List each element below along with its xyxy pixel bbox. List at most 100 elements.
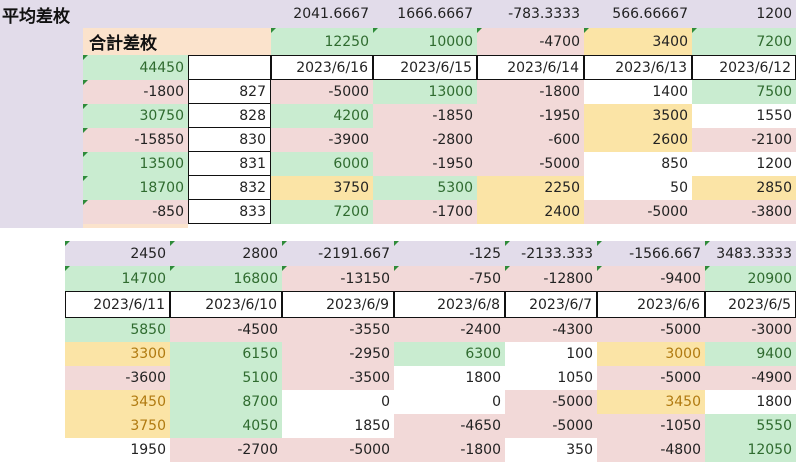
value-cell[interactable]: -1800 [394, 438, 505, 462]
total-cell[interactable]: 7200 [692, 28, 796, 55]
value-cell[interactable]: 4050 [170, 414, 282, 438]
date-header[interactable]: 2023/6/16 [271, 55, 373, 80]
value-cell[interactable]: 2250 [477, 176, 584, 200]
value-cell[interactable]: -1700 [373, 200, 477, 224]
avg-cell[interactable]: -783.3333 [477, 0, 584, 28]
row-sum-cell[interactable]: -1800 [83, 80, 188, 104]
value-cell[interactable]: 9400 [705, 342, 796, 366]
value-cell[interactable]: 1950 [65, 438, 170, 462]
date-header[interactable]: 2023/6/12 [692, 55, 796, 80]
value-cell[interactable]: 1050 [505, 366, 597, 390]
value-cell[interactable]: -2700 [170, 438, 282, 462]
value-cell[interactable]: 3750 [271, 176, 373, 200]
date-header[interactable]: 2023/6/6 [597, 291, 705, 318]
value-cell[interactable]: -3550 [282, 318, 394, 342]
avg-cell[interactable]: 2041.6667 [271, 0, 373, 28]
value-cell[interactable]: 1200 [692, 152, 796, 176]
value-cell[interactable]: 850 [584, 152, 692, 176]
date-header[interactable]: 2023/6/15 [373, 55, 477, 80]
value-cell[interactable]: -5000 [597, 366, 705, 390]
value-cell[interactable]: 3500 [584, 104, 692, 128]
value-cell[interactable]: -2400 [394, 318, 505, 342]
avg-cell[interactable]: -1566.667 [597, 241, 705, 266]
avg-cell[interactable]: 566.66667 [584, 0, 692, 28]
value-cell[interactable]: -5000 [597, 318, 705, 342]
value-cell[interactable]: -1050 [597, 414, 705, 438]
total-cell[interactable]: -4700 [477, 28, 584, 55]
value-cell[interactable]: 0 [394, 390, 505, 414]
machine-number[interactable]: 832 [188, 176, 271, 200]
total-cell[interactable]: -9400 [597, 266, 705, 291]
value-cell[interactable]: 7500 [692, 80, 796, 104]
value-cell[interactable]: -3600 [65, 366, 170, 390]
value-cell[interactable]: 3450 [65, 390, 170, 414]
value-cell[interactable]: 350 [505, 438, 597, 462]
row-sum-cell[interactable]: -15850 [83, 128, 188, 152]
total-cell[interactable]: -13150 [282, 266, 394, 291]
value-cell[interactable]: -5000 [477, 152, 584, 176]
value-cell[interactable]: 6300 [394, 342, 505, 366]
value-cell[interactable]: -1800 [477, 80, 584, 104]
value-cell[interactable]: 13000 [373, 80, 477, 104]
avg-cell[interactable]: 2800 [170, 241, 282, 266]
row-sum-cell[interactable]: -850 [83, 200, 188, 224]
value-cell[interactable]: 5550 [705, 414, 796, 438]
value-cell[interactable]: 2600 [584, 128, 692, 152]
avg-cell[interactable]: 1200 [692, 0, 796, 28]
value-cell[interactable]: 2400 [477, 200, 584, 224]
value-cell[interactable]: 3000 [597, 342, 705, 366]
row-sum-cell[interactable]: 13500 [83, 152, 188, 176]
value-cell[interactable]: -4650 [394, 414, 505, 438]
avg-cell[interactable]: -2191.667 [282, 241, 394, 266]
value-cell[interactable]: 1800 [394, 366, 505, 390]
row-sum-cell[interactable]: 18700 [83, 176, 188, 200]
machine-number[interactable]: 831 [188, 152, 271, 176]
total-cell[interactable]: -750 [394, 266, 505, 291]
avg-cell[interactable]: 1666.6667 [373, 0, 477, 28]
value-cell[interactable]: 3450 [597, 390, 705, 414]
date-header[interactable]: 2023/6/5 [705, 291, 796, 318]
total-cell[interactable]: 12250 [271, 28, 373, 55]
value-cell[interactable]: 1400 [584, 80, 692, 104]
avg-cell[interactable]: 3483.3333 [705, 241, 796, 266]
value-cell[interactable]: -4900 [705, 366, 796, 390]
value-cell[interactable]: -4300 [505, 318, 597, 342]
value-cell[interactable]: -1850 [373, 104, 477, 128]
value-cell[interactable]: 4200 [271, 104, 373, 128]
value-cell[interactable]: -3000 [705, 318, 796, 342]
value-cell[interactable]: -1950 [373, 152, 477, 176]
value-cell[interactable]: 5300 [373, 176, 477, 200]
total-cell[interactable]: 14700 [65, 266, 170, 291]
value-cell[interactable]: -2950 [282, 342, 394, 366]
date-header[interactable]: 2023/6/14 [477, 55, 584, 80]
machine-number[interactable]: 828 [188, 104, 271, 128]
value-cell[interactable]: 2850 [692, 176, 796, 200]
value-cell[interactable]: 8700 [170, 390, 282, 414]
value-cell[interactable]: 12050 [705, 438, 796, 462]
value-cell[interactable]: -5000 [271, 80, 373, 104]
machine-number[interactable]: 830 [188, 128, 271, 152]
value-cell[interactable]: 3750 [65, 414, 170, 438]
date-header[interactable]: 2023/6/13 [584, 55, 692, 80]
avg-cell[interactable]: 2450 [65, 241, 170, 266]
row-sum-cell[interactable]: 30750 [83, 104, 188, 128]
date-header[interactable]: 2023/6/10 [170, 291, 282, 318]
value-cell[interactable]: -3800 [692, 200, 796, 224]
value-cell[interactable]: 6000 [271, 152, 373, 176]
total-cell[interactable]: 20900 [705, 266, 796, 291]
value-cell[interactable]: 5850 [65, 318, 170, 342]
value-cell[interactable]: -5000 [584, 200, 692, 224]
value-cell[interactable]: -3900 [271, 128, 373, 152]
value-cell[interactable]: -5000 [282, 438, 394, 462]
value-cell[interactable]: 7200 [271, 200, 373, 224]
avg-cell[interactable]: -2133.333 [505, 241, 597, 266]
machine-number[interactable]: 833 [188, 200, 271, 224]
value-cell[interactable]: -3500 [282, 366, 394, 390]
value-cell[interactable]: -2800 [373, 128, 477, 152]
value-cell[interactable]: 1850 [282, 414, 394, 438]
value-cell[interactable]: -1950 [477, 104, 584, 128]
value-cell[interactable]: 5100 [170, 366, 282, 390]
value-cell[interactable]: -5000 [505, 390, 597, 414]
avg-cell[interactable]: -125 [394, 241, 505, 266]
value-cell[interactable]: 1550 [692, 104, 796, 128]
